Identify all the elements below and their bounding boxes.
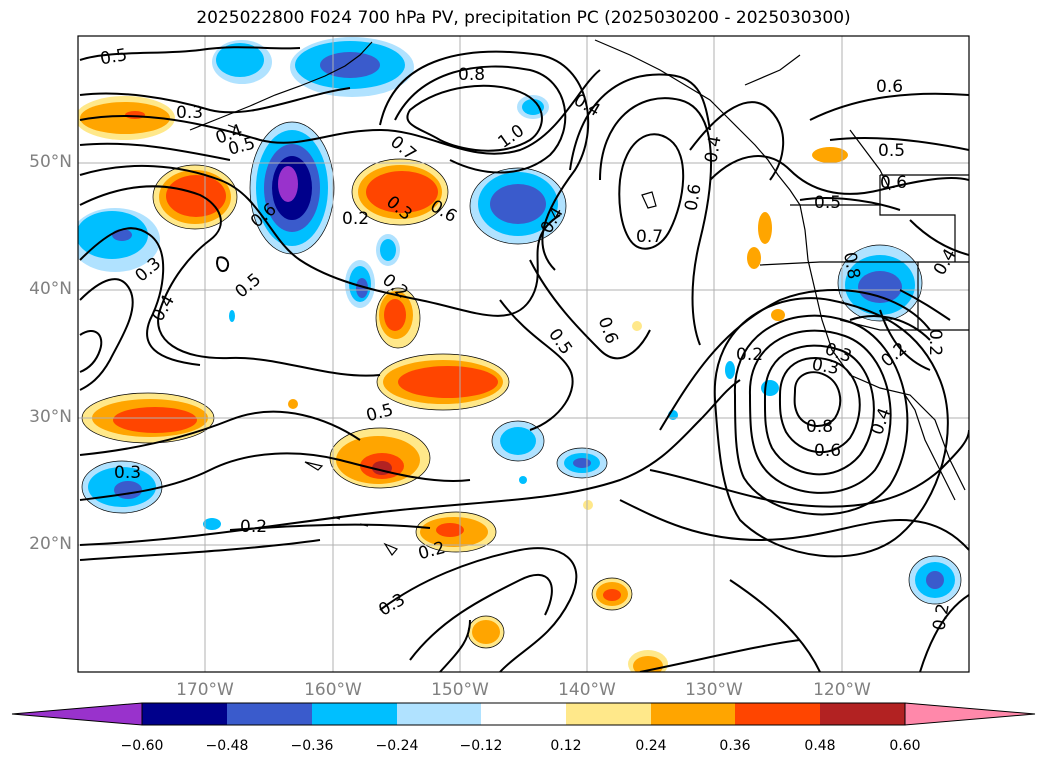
colorbar-tick-label: −0.36 xyxy=(290,738,334,754)
contour-label: 0.8 xyxy=(458,65,485,85)
colorbar-tick-label: 0.24 xyxy=(635,738,667,754)
lat-label: 40°N xyxy=(29,279,72,299)
contour-label: 0.8 xyxy=(806,417,833,437)
colorbar-extend-low xyxy=(11,702,143,726)
coastlines xyxy=(189,39,969,557)
colorbar-segment xyxy=(735,703,820,725)
colorbar-tick-label: 0.36 xyxy=(719,738,751,754)
colorbar-segment xyxy=(566,703,651,725)
colorbar-segment xyxy=(142,703,227,725)
colorbar-segment xyxy=(820,703,905,725)
colorbar-segment xyxy=(227,703,312,725)
contour-label: 0.6 xyxy=(814,441,841,461)
lat-label: 30°N xyxy=(29,407,72,427)
colorbar-segment xyxy=(312,703,397,725)
contour-label: 0.8 xyxy=(839,251,863,281)
lon-label: 150°W xyxy=(431,680,489,700)
contour-label: 0.3 xyxy=(176,103,203,123)
colorbar-tick-label: −0.48 xyxy=(205,738,249,754)
contour-label: 0.3 xyxy=(810,355,840,379)
contour-label: 0.4 xyxy=(701,134,725,164)
contour-label: 0.5 xyxy=(99,45,129,69)
colorbar-tick-label: −0.24 xyxy=(375,738,419,754)
contour-label: 0.2 xyxy=(240,517,267,537)
contour-label: 0.7 xyxy=(636,227,663,247)
contour-label: 0.2 xyxy=(925,329,945,356)
contour-label: 0.2 xyxy=(342,209,369,229)
colorbar-segment xyxy=(651,703,735,725)
map-area: 0.5 0.3 0.4 0.5 0.8 1.0 0.4 0.6 0.7 0.4 … xyxy=(78,36,969,672)
colorbar-tick-label: −0.60 xyxy=(120,738,164,754)
colorbar-tick-label: 0.60 xyxy=(889,738,921,754)
colorbar-segment xyxy=(397,703,481,725)
contour-label: 0.5 xyxy=(878,141,905,161)
colorbar-tick-label: −0.12 xyxy=(459,738,503,754)
colorbar-extend-high xyxy=(904,702,1036,726)
contour-label: 0.6 xyxy=(681,182,705,212)
pv-contours xyxy=(79,46,969,672)
map-border xyxy=(77,35,970,673)
lat-label: 20°N xyxy=(29,534,72,554)
contour-label: 0.6 xyxy=(880,173,907,193)
lon-label: 140°W xyxy=(558,680,616,700)
colorbar xyxy=(11,702,1036,726)
map-title: 2025022800 F024 700 hPa PV, precipitatio… xyxy=(196,8,851,28)
colorbar-segment xyxy=(481,703,566,725)
contour-label: 0.2 xyxy=(929,602,953,632)
lon-label: 160°W xyxy=(304,680,362,700)
precip-shading-positive xyxy=(78,96,848,672)
contour-label: 0.5 xyxy=(814,193,841,213)
precip-shading-negative xyxy=(78,37,961,604)
colorbar-tick-label: 0.12 xyxy=(550,738,582,754)
lat-label: 50°N xyxy=(29,152,72,172)
lon-label: 130°W xyxy=(685,680,743,700)
contour-label: 0.2 xyxy=(736,345,763,365)
lon-label: 120°W xyxy=(813,680,871,700)
contour-label: 0.6 xyxy=(876,77,903,97)
lon-label: 170°W xyxy=(176,680,234,700)
contour-label: 0.3 xyxy=(114,463,141,483)
colorbar-tick-label: 0.48 xyxy=(804,738,836,754)
